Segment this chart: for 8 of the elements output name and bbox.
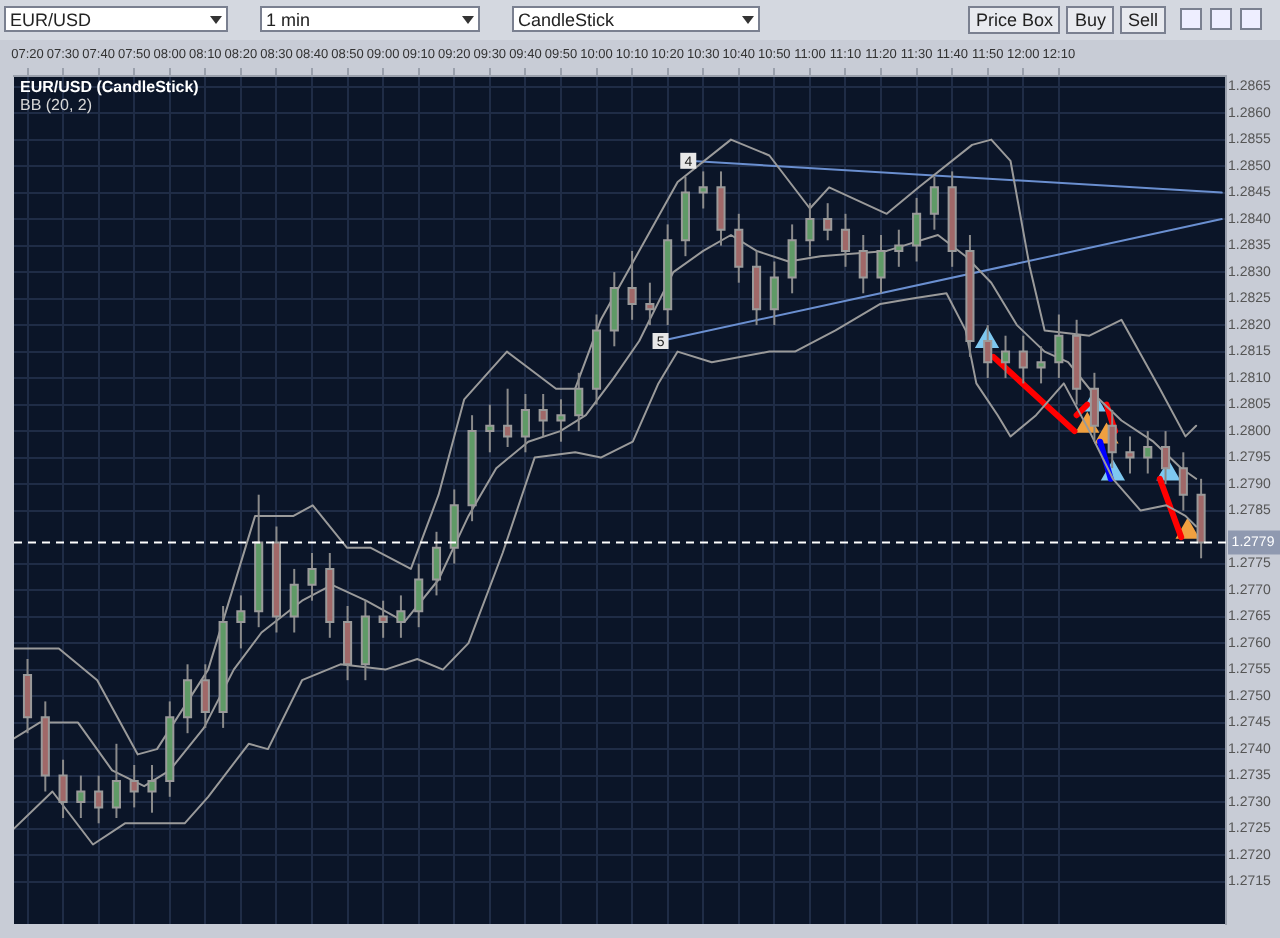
text: Sell — [1119, 6, 1166, 34]
text: Buy — [1066, 6, 1114, 34]
chart-title: EUR/USD (CandleStick) — [20, 78, 200, 97]
text: EUR/USD — [4, 6, 228, 32]
text: 1 min — [260, 6, 480, 32]
text: Price Box — [967, 6, 1061, 34]
text: BB (20, 2) — [20, 96, 93, 115]
text: CandleStick — [512, 6, 760, 32]
